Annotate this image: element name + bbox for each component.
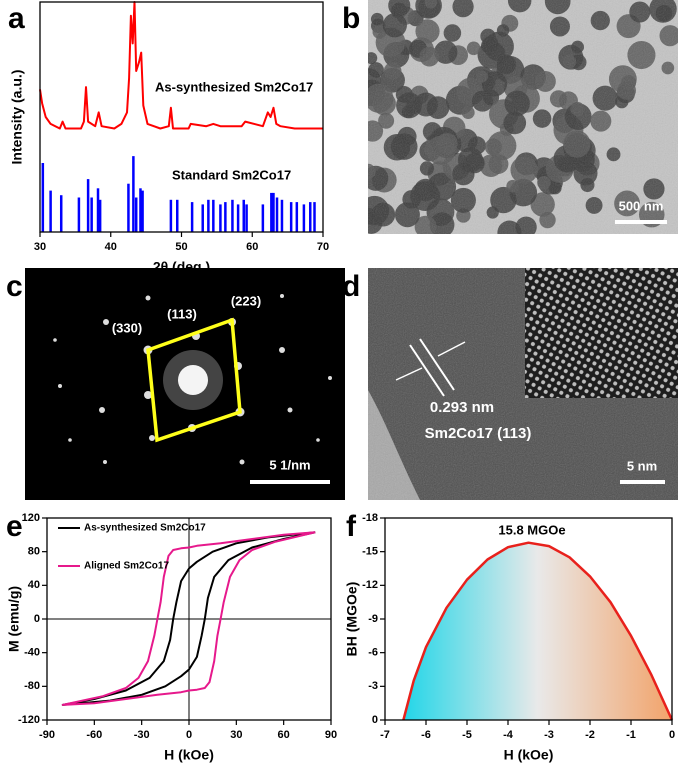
x-tick-label: -6 — [421, 729, 431, 741]
y-tick-label: 0 — [34, 613, 40, 625]
y-axis-label: BH (MGOe) — [344, 582, 360, 657]
saed-image: (330) (113) (223) 5 1/nm — [25, 268, 345, 500]
x-tick-label: 60 — [278, 729, 290, 741]
fft-inset — [525, 268, 678, 398]
y-tick-label: -9 — [368, 613, 378, 625]
plot-frame — [384, 517, 673, 721]
series-line — [61, 531, 316, 706]
spot-label: (330) — [112, 320, 142, 335]
y-tick-label: 0 — [372, 714, 378, 726]
legend-label: Aligned Sm2Co17 — [84, 561, 169, 572]
legend-label: As-synthesized Sm2Co17 — [84, 523, 206, 534]
plot-frame — [46, 517, 332, 721]
y-tick-label: -6 — [368, 647, 378, 659]
image-noise — [368, 0, 678, 234]
y-tick-label: -12 — [362, 579, 378, 591]
area-fill — [403, 542, 672, 720]
y-tick-label: -80 — [24, 680, 40, 692]
x-tick-label: 60 — [246, 241, 258, 253]
annotation: As-synthesized Sm2Co17 — [155, 79, 313, 94]
spacing-label: 0.293 nm — [430, 399, 494, 416]
x-tick-label: -3 — [544, 729, 554, 741]
spot-label: (223) — [231, 293, 261, 308]
panel-label: c — [6, 270, 23, 303]
x-axis-label: H (kOe) — [504, 747, 554, 763]
y-tick-label: -120 — [18, 714, 40, 726]
x-tick-label: 40 — [105, 241, 117, 253]
annotation: 15.8 MGOe — [498, 522, 565, 537]
y-tick-label: -3 — [368, 680, 378, 692]
x-tick-label: 30 — [230, 729, 242, 741]
panel-label: b — [342, 2, 360, 35]
tem-image: 500 nm — [368, 0, 678, 234]
panel-label: d — [342, 270, 360, 303]
y-tick-label: -40 — [24, 647, 40, 659]
x-tick-label: -1 — [626, 729, 636, 741]
x-tick-label: 0 — [669, 729, 675, 741]
x-tick-label: -7 — [380, 729, 390, 741]
scale-bar-label: 500 nm — [619, 198, 664, 213]
y-axis-label: Intensity (a.u.) — [9, 70, 25, 165]
fringe-line — [409, 344, 445, 397]
x-tick-label: -90 — [39, 729, 55, 741]
scale-bar-label: 5 nm — [627, 458, 657, 473]
x-tick-label: -4 — [503, 729, 514, 741]
scale-bar-label: 5 1/nm — [269, 457, 310, 472]
x-tick-label: -60 — [86, 729, 102, 741]
panel-label: a — [8, 2, 25, 35]
y-tick-label: 40 — [28, 579, 40, 591]
panel-label: f — [346, 510, 357, 543]
fringe-line — [419, 338, 455, 391]
y-axis-label: M (emu/g) — [6, 586, 22, 652]
arrow — [437, 341, 466, 357]
y-tick-label: 120 — [22, 512, 40, 524]
x-tick-label: 70 — [317, 241, 329, 253]
x-tick-label: 90 — [325, 729, 337, 741]
x-axis-label: 2θ (deg.) — [153, 259, 210, 275]
series-line — [402, 541, 674, 721]
y-tick-label: -18 — [362, 512, 378, 524]
arrow — [395, 367, 423, 381]
x-tick-label: -30 — [134, 729, 150, 741]
x-tick-label: 30 — [34, 241, 46, 253]
x-tick-label: -5 — [462, 729, 472, 741]
y-tick-label: 80 — [28, 546, 40, 558]
spot-label: (113) — [167, 306, 197, 321]
annotation: Standard Sm2Co17 — [172, 167, 291, 182]
x-tick-label: 50 — [175, 241, 187, 253]
panel-label: e — [6, 510, 23, 543]
x-tick-label: 0 — [186, 729, 192, 741]
unit-cell-outline — [146, 317, 242, 443]
x-axis-label: H (kOe) — [164, 747, 214, 763]
x-tick-label: -2 — [585, 729, 595, 741]
hrtem-image: 0.293 nm Sm2Co17 (113) 5 nm — [368, 268, 678, 500]
y-tick-label: -15 — [362, 546, 378, 558]
plot-frame — [39, 1, 324, 233]
plane-label: Sm2Co17 (113) — [425, 425, 532, 442]
series-line — [39, 1, 323, 130]
